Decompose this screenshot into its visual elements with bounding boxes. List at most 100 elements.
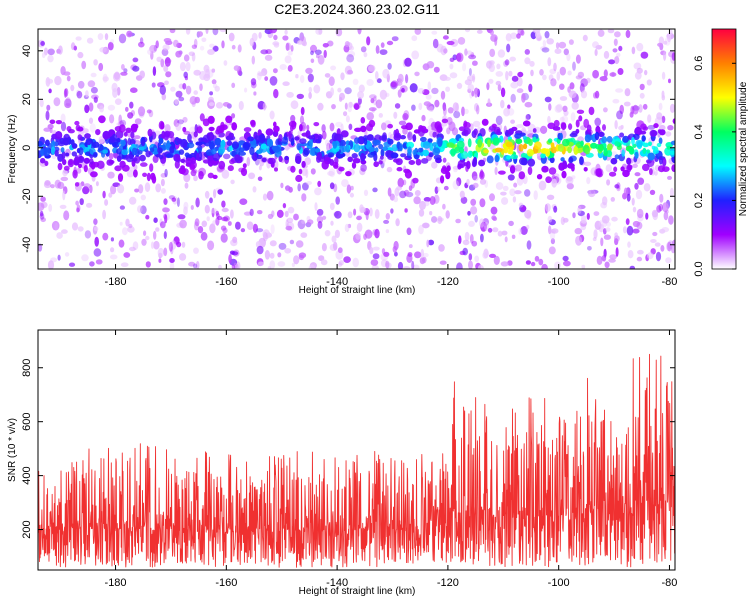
spectrogram-speckle [231, 44, 236, 50]
spectrogram-speckle [370, 259, 379, 266]
spectrogram-speckle [563, 48, 569, 56]
spectrogram-speckle [315, 49, 322, 55]
spectrogram-speckle [615, 247, 619, 257]
spectrogram-band-cell [98, 115, 106, 124]
spectrogram-speckle [164, 80, 169, 86]
spectrogram-speckle [137, 205, 143, 214]
spectrogram-speckle [126, 170, 134, 178]
spectrogram-speckle [343, 111, 348, 117]
spectrogram-band-cell [481, 118, 489, 126]
spectrogram-band-cell [117, 173, 124, 182]
spectrogram-band-cell [360, 117, 366, 124]
spectrogram-speckle [340, 123, 344, 133]
spectrogram-speckle [638, 104, 643, 113]
spectrogram-speckle [587, 246, 592, 251]
spectrogram-band-cell [560, 122, 567, 130]
spectrogram-band-cell [536, 174, 543, 180]
spectrogram-speckle [603, 234, 612, 240]
spectrogram-speckle [163, 198, 168, 206]
spectrogram-speckle [421, 114, 426, 122]
spectrogram-speckle [453, 167, 458, 173]
spectrogram-band-cell [619, 132, 625, 138]
spectrogram-speckle [149, 44, 158, 53]
spectrogram-band-cell [518, 144, 524, 152]
spectrogram-speckle [374, 228, 380, 239]
spectrogram-speckle [520, 205, 527, 212]
spectrogram-speckle [104, 199, 109, 206]
spectrogram-speckle [223, 60, 228, 66]
spectrogram-speckle [209, 43, 215, 48]
spectrogram-speckle [235, 221, 241, 230]
spectrogram-band-cell [54, 131, 63, 140]
spectrogram-speckle [333, 241, 338, 251]
spectrogram-speckle [54, 222, 59, 231]
spectrogram-speckle [507, 174, 515, 181]
spectrogram-speckle [667, 241, 672, 252]
spectrogram-speckle [632, 163, 638, 168]
spectrogram-speckle [524, 49, 530, 55]
spectrogram-speckle [366, 36, 371, 46]
spectrogram-speckle [625, 218, 630, 226]
spectrogram-band-cell [84, 133, 91, 139]
spectrogram-speckle [250, 78, 257, 86]
spectrogram-speckle [443, 106, 447, 116]
spectrogram-band-cell [670, 140, 675, 146]
spectrogram-speckle [271, 210, 275, 217]
spectrogram-speckle [133, 135, 141, 140]
spectrogram-speckle [212, 29, 219, 36]
spectrogram-band-cell [193, 131, 198, 138]
spectrogram-band-cell [138, 146, 145, 151]
spectrogram-speckle [168, 195, 175, 200]
spectrogram-speckle [484, 221, 489, 231]
spectrogram-speckle [335, 121, 343, 128]
spectrogram-speckle [497, 230, 503, 237]
spectrogram-band-cell [345, 144, 350, 153]
spectrogram-band-cell [184, 152, 190, 158]
spectrogram-band-cell [267, 138, 273, 148]
spectrogram-band-cell [102, 130, 110, 140]
spectrogram-speckle [400, 85, 408, 93]
spectrogram-speckle [593, 229, 598, 239]
spectrogram-speckle [586, 77, 591, 84]
spectrogram-speckle [159, 85, 166, 95]
spectrogram-speckle [164, 124, 171, 133]
spectrogram-speckle [371, 264, 379, 269]
spectrogram-speckle [244, 87, 248, 93]
spectrogram-speckle [669, 103, 675, 113]
spectrogram-band-cell [656, 142, 662, 148]
spectrogram-speckle [155, 40, 159, 49]
spectrogram-speckle [467, 75, 475, 82]
spectrogram-speckle [356, 215, 362, 221]
spectrogram-speckle [449, 63, 454, 70]
spectrogram-speckle [121, 64, 125, 70]
spectrogram-speckle [339, 96, 343, 102]
spectrogram-speckle [575, 235, 583, 246]
spectrogram-band-cell [295, 174, 303, 183]
spectrogram-speckle [504, 59, 510, 66]
spectrogram-speckle [160, 178, 165, 187]
spectrogram-speckle [170, 86, 176, 92]
spectrogram-band-cell [421, 158, 429, 164]
spectrogram-band-cell [316, 154, 321, 163]
spectrogram-band-cell [114, 165, 122, 172]
spectrogram-speckle [308, 264, 316, 269]
spectrogram-band-cell [327, 152, 335, 158]
spectrogram-speckle [63, 98, 72, 109]
spectrogram-speckle [399, 190, 407, 199]
spectrogram-band-cell [614, 141, 620, 147]
spectrogram-band-cell [458, 147, 465, 154]
spectrogram-band-cell [78, 147, 84, 156]
spectrogram-speckle [427, 125, 432, 131]
spectrogram-speckle [381, 122, 387, 131]
spectrogram-speckle [152, 66, 157, 76]
spectrogram-speckle [306, 124, 310, 131]
spectrogram-speckle [321, 124, 326, 133]
spectrogram-speckle [615, 88, 624, 93]
spectrogram-band-cell [422, 149, 430, 157]
spectrogram-band-cell [196, 152, 200, 161]
spectrogram-speckle [165, 71, 172, 78]
spectrogram-speckle [504, 236, 508, 243]
spectrogram-speckle [606, 179, 611, 186]
spectrogram-speckle [500, 87, 506, 98]
spectrogram-speckle [231, 82, 236, 89]
